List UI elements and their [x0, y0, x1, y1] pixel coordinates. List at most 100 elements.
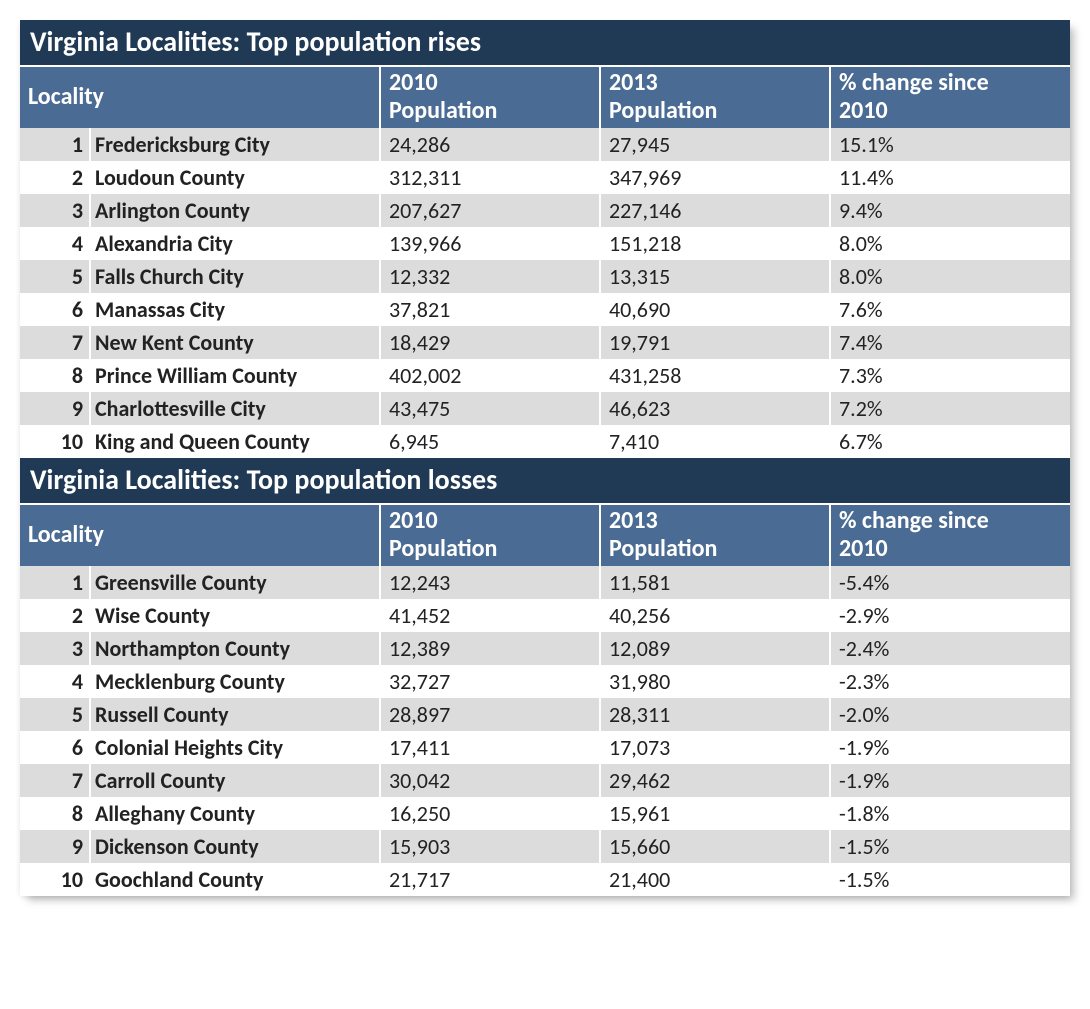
table-row: 2Loudoun County312,311347,96911.4% [20, 161, 1070, 194]
pop2010-cell: 28,897 [380, 698, 600, 731]
change-cell: -1.9% [830, 731, 1070, 764]
pop2013-cell: 7,410 [600, 425, 830, 458]
rank-cell: 6 [20, 293, 90, 326]
rank-cell: 4 [20, 227, 90, 260]
change-cell: 6.7% [830, 425, 1070, 458]
rank-cell: 1 [20, 128, 90, 161]
table-row: 9Dickenson County15,90315,660-1.5% [20, 830, 1070, 863]
locality-cell: Arlington County [90, 194, 380, 227]
locality-cell: Dickenson County [90, 830, 380, 863]
locality-cell: Mecklenburg County [90, 665, 380, 698]
table-row: 6Manassas City37,82140,6907.6% [20, 293, 1070, 326]
pop2010-cell: 15,903 [380, 830, 600, 863]
rises-header-row: Locality2010Population2013Population% ch… [20, 66, 1070, 128]
locality-cell: Greensville County [90, 566, 380, 599]
change-cell: 8.0% [830, 227, 1070, 260]
pop2013-cell: 40,690 [600, 293, 830, 326]
change-cell: -1.5% [830, 863, 1070, 896]
pop2013-cell: 151,218 [600, 227, 830, 260]
change-cell: -1.8% [830, 797, 1070, 830]
pop2013-cell: 11,581 [600, 566, 830, 599]
pop2013-cell: 17,073 [600, 731, 830, 764]
change-cell: 7.6% [830, 293, 1070, 326]
change-cell: -5.4% [830, 566, 1070, 599]
rank-cell: 5 [20, 260, 90, 293]
change-cell: -2.3% [830, 665, 1070, 698]
rank-cell: 10 [20, 425, 90, 458]
pop2013-cell: 28,311 [600, 698, 830, 731]
pop2010-cell: 312,311 [380, 161, 600, 194]
pop2013-cell: 21,400 [600, 863, 830, 896]
column-header-2013: 2013Population [600, 504, 830, 566]
pop2010-cell: 24,286 [380, 128, 600, 161]
pop2010-cell: 16,250 [380, 797, 600, 830]
rank-cell: 2 [20, 161, 90, 194]
locality-cell: Falls Church City [90, 260, 380, 293]
change-cell: 7.3% [830, 359, 1070, 392]
rank-cell: 3 [20, 194, 90, 227]
rank-cell: 5 [20, 698, 90, 731]
locality-cell: Manassas City [90, 293, 380, 326]
rises-section: Virginia Localities: Top population rise… [20, 20, 1070, 458]
pop2013-cell: 13,315 [600, 260, 830, 293]
pop2013-cell: 46,623 [600, 392, 830, 425]
pop2010-cell: 402,002 [380, 359, 600, 392]
column-header-2013: 2013Population [600, 66, 830, 128]
table-row: 1Greensville County12,24311,581-5.4% [20, 566, 1070, 599]
change-cell: -2.4% [830, 632, 1070, 665]
pop2010-cell: 41,452 [380, 599, 600, 632]
pop2010-cell: 43,475 [380, 392, 600, 425]
locality-cell: Russell County [90, 698, 380, 731]
pop2010-cell: 32,727 [380, 665, 600, 698]
population-tables-container: Virginia Localities: Top population rise… [20, 20, 1070, 896]
locality-cell: Charlottesville City [90, 392, 380, 425]
pop2013-cell: 40,256 [600, 599, 830, 632]
pop2010-cell: 18,429 [380, 326, 600, 359]
pop2013-cell: 15,660 [600, 830, 830, 863]
table-row: 9Charlottesville City43,47546,6237.2% [20, 392, 1070, 425]
locality-cell: Carroll County [90, 764, 380, 797]
rank-cell: 2 [20, 599, 90, 632]
rank-cell: 4 [20, 665, 90, 698]
change-cell: 7.2% [830, 392, 1070, 425]
locality-cell: Goochland County [90, 863, 380, 896]
locality-cell: Alleghany County [90, 797, 380, 830]
rank-cell: 7 [20, 764, 90, 797]
table-row: 3Arlington County207,627227,1469.4% [20, 194, 1070, 227]
locality-cell: Loudoun County [90, 161, 380, 194]
rank-cell: 6 [20, 731, 90, 764]
pop2013-cell: 227,146 [600, 194, 830, 227]
pop2010-cell: 37,821 [380, 293, 600, 326]
pop2010-cell: 21,717 [380, 863, 600, 896]
pop2013-cell: 12,089 [600, 632, 830, 665]
pop2010-cell: 12,332 [380, 260, 600, 293]
pop2013-cell: 15,961 [600, 797, 830, 830]
column-header-locality: Locality [20, 504, 380, 566]
rank-cell: 10 [20, 863, 90, 896]
pop2013-cell: 31,980 [600, 665, 830, 698]
locality-cell: Northampton County [90, 632, 380, 665]
table-row: 8Alleghany County16,25015,961-1.8% [20, 797, 1070, 830]
rank-cell: 8 [20, 797, 90, 830]
table-row: 8Prince William County402,002431,2587.3% [20, 359, 1070, 392]
locality-cell: King and Queen County [90, 425, 380, 458]
pop2010-cell: 17,411 [380, 731, 600, 764]
column-header-change: % change since2010 [830, 504, 1070, 566]
table-row: 7Carroll County30,04229,462-1.9% [20, 764, 1070, 797]
locality-cell: Colonial Heights City [90, 731, 380, 764]
rank-cell: 7 [20, 326, 90, 359]
rank-cell: 8 [20, 359, 90, 392]
losses-header-row: Locality2010Population2013Population% ch… [20, 504, 1070, 566]
table-row: 5Falls Church City12,33213,3158.0% [20, 260, 1070, 293]
table-row: 1Fredericksburg City24,28627,94515.1% [20, 128, 1070, 161]
rises-title: Virginia Localities: Top population rise… [20, 20, 1070, 66]
pop2010-cell: 139,966 [380, 227, 600, 260]
pop2010-cell: 12,243 [380, 566, 600, 599]
rank-cell: 9 [20, 392, 90, 425]
locality-cell: Wise County [90, 599, 380, 632]
change-cell: 7.4% [830, 326, 1070, 359]
change-cell: -1.5% [830, 830, 1070, 863]
rank-cell: 1 [20, 566, 90, 599]
table-row: 5Russell County28,89728,311-2.0% [20, 698, 1070, 731]
table-row: 10King and Queen County6,9457,4106.7% [20, 425, 1070, 458]
